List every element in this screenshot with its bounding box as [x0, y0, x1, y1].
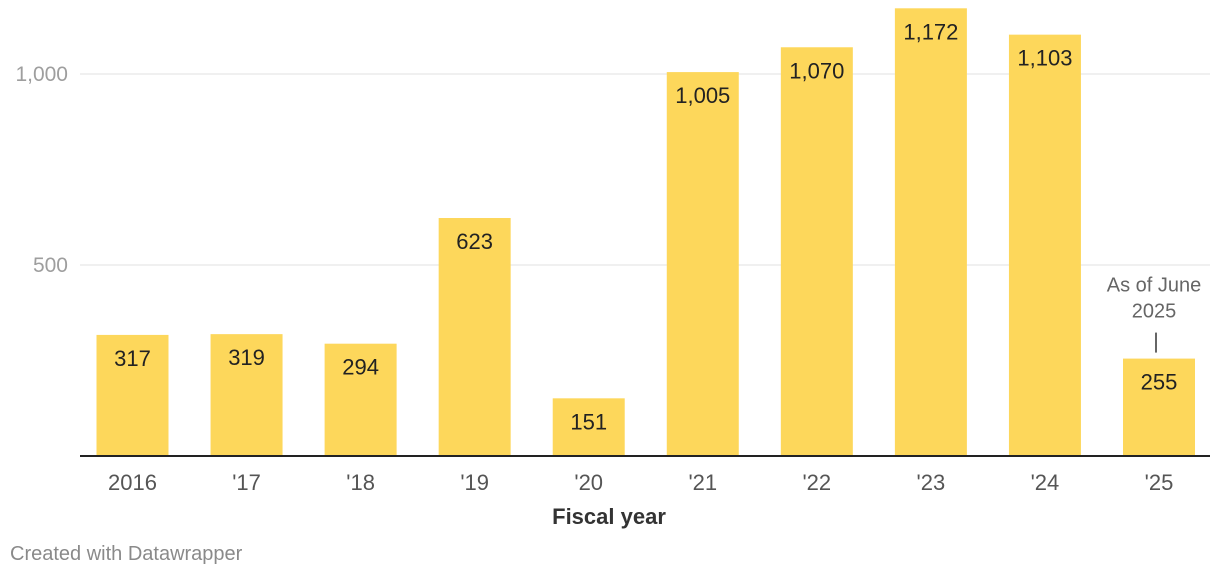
annotation-text: 2025 — [1132, 301, 1177, 323]
data-label: 151 — [570, 409, 607, 434]
data-label: 1,103 — [1017, 46, 1072, 71]
data-label: 317 — [114, 346, 151, 371]
x-tick-label: '21 — [688, 470, 717, 495]
x-axis-label: Fiscal year — [552, 504, 666, 529]
annotation: As of June 2025 — [1107, 275, 1202, 353]
y-tick-label: 500 — [33, 254, 68, 277]
footer-credit: Created with Datawrapper — [10, 543, 243, 565]
y-tick-label: 1,000 — [15, 63, 68, 86]
x-tick-label: '18 — [346, 470, 375, 495]
x-tick-label: '25 — [1145, 470, 1174, 495]
data-label: 319 — [228, 345, 265, 370]
bar-chart: 500 1,000 317 319 294 623 151 1,005 1,070 1,172 1… — [15, 8, 1210, 529]
bar — [210, 334, 283, 456]
bar — [438, 218, 511, 456]
bar — [1008, 34, 1081, 457]
x-tick-label: '20 — [574, 470, 603, 495]
x-tick-label: '24 — [1031, 470, 1060, 495]
bar — [1123, 358, 1195, 456]
x-tick-label: '19 — [460, 470, 489, 495]
x-tick-label: '17 — [232, 470, 261, 495]
data-label: 255 — [1141, 370, 1178, 395]
data-label: 1,172 — [903, 19, 958, 44]
x-tick-label: '22 — [802, 470, 831, 495]
x-tick-label: '23 — [917, 470, 946, 495]
data-labels: 317 319 294 623 151 1,005 1,070 1,172 1,103 255 — [114, 19, 1177, 434]
annotation-text: As of June — [1107, 275, 1202, 297]
bar — [96, 334, 169, 456]
bar — [324, 343, 397, 456]
data-label: 623 — [456, 229, 493, 254]
bar — [780, 47, 853, 456]
data-label: 1,070 — [789, 58, 844, 83]
data-label: 294 — [342, 355, 379, 380]
x-axis-ticks: 2016 '17 '18 '19 '20 '21 '22 '23 '24 '25 — [108, 470, 1173, 495]
x-tick-label: 2016 — [108, 470, 157, 495]
bar — [552, 398, 625, 456]
bar — [894, 8, 967, 457]
data-label: 1,005 — [675, 83, 730, 108]
bars — [80, 8, 1210, 457]
bar — [666, 72, 739, 456]
